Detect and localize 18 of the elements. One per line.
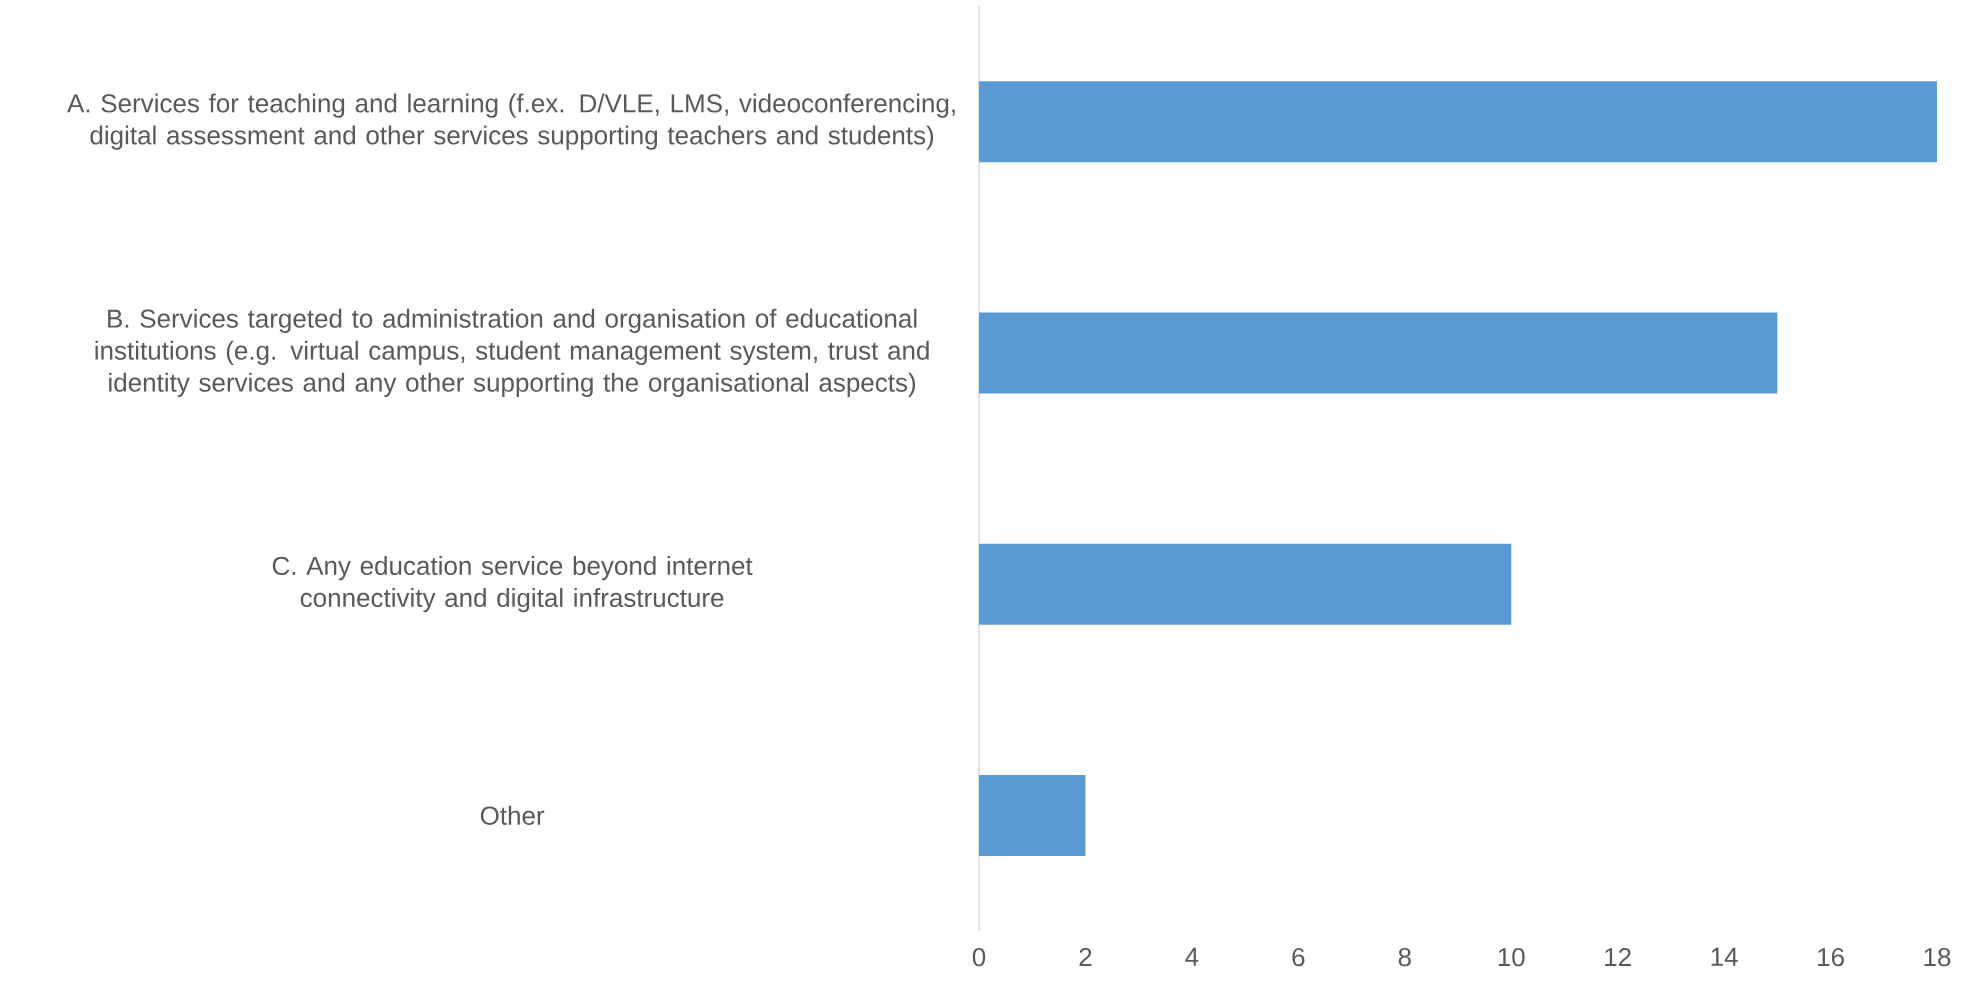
x-tick-label: 12 <box>1605 947 1631 967</box>
y-tick-label: B. Services targeted to administration and organisation of educational institutions (e.g. virtual campus, student management system, trust and identity services and any other supporting the organisational aspects) <box>95 308 929 397</box>
y-tick-label: C. Any education service beyond internet connectivity and digital infrastructure <box>272 556 753 613</box>
bar <box>979 543 1512 625</box>
y-tick-label: A. Services for teaching and learning (f.ex. D/VLE, LMS, videoconferencing, digital assessment and other services supporting teachers and students) <box>67 93 955 150</box>
x-tick-label: 6 <box>1292 947 1305 967</box>
x-tick-label: 0 <box>972 947 986 967</box>
x-tick-label: 2 <box>1079 947 1092 967</box>
bar <box>979 81 1938 163</box>
x-tick-label: 14 <box>1711 947 1738 966</box>
x-tick-label: 10 <box>1498 947 1525 967</box>
x-tick-label: 8 <box>1398 947 1411 967</box>
x-tick-label: 4 <box>1185 947 1199 966</box>
bar <box>979 312 1778 394</box>
y-tick-label: Other <box>480 805 545 825</box>
x-tick-label: 16 <box>1818 947 1844 967</box>
bar <box>979 774 1086 856</box>
x-tick-label: 18 <box>1924 947 1951 967</box>
